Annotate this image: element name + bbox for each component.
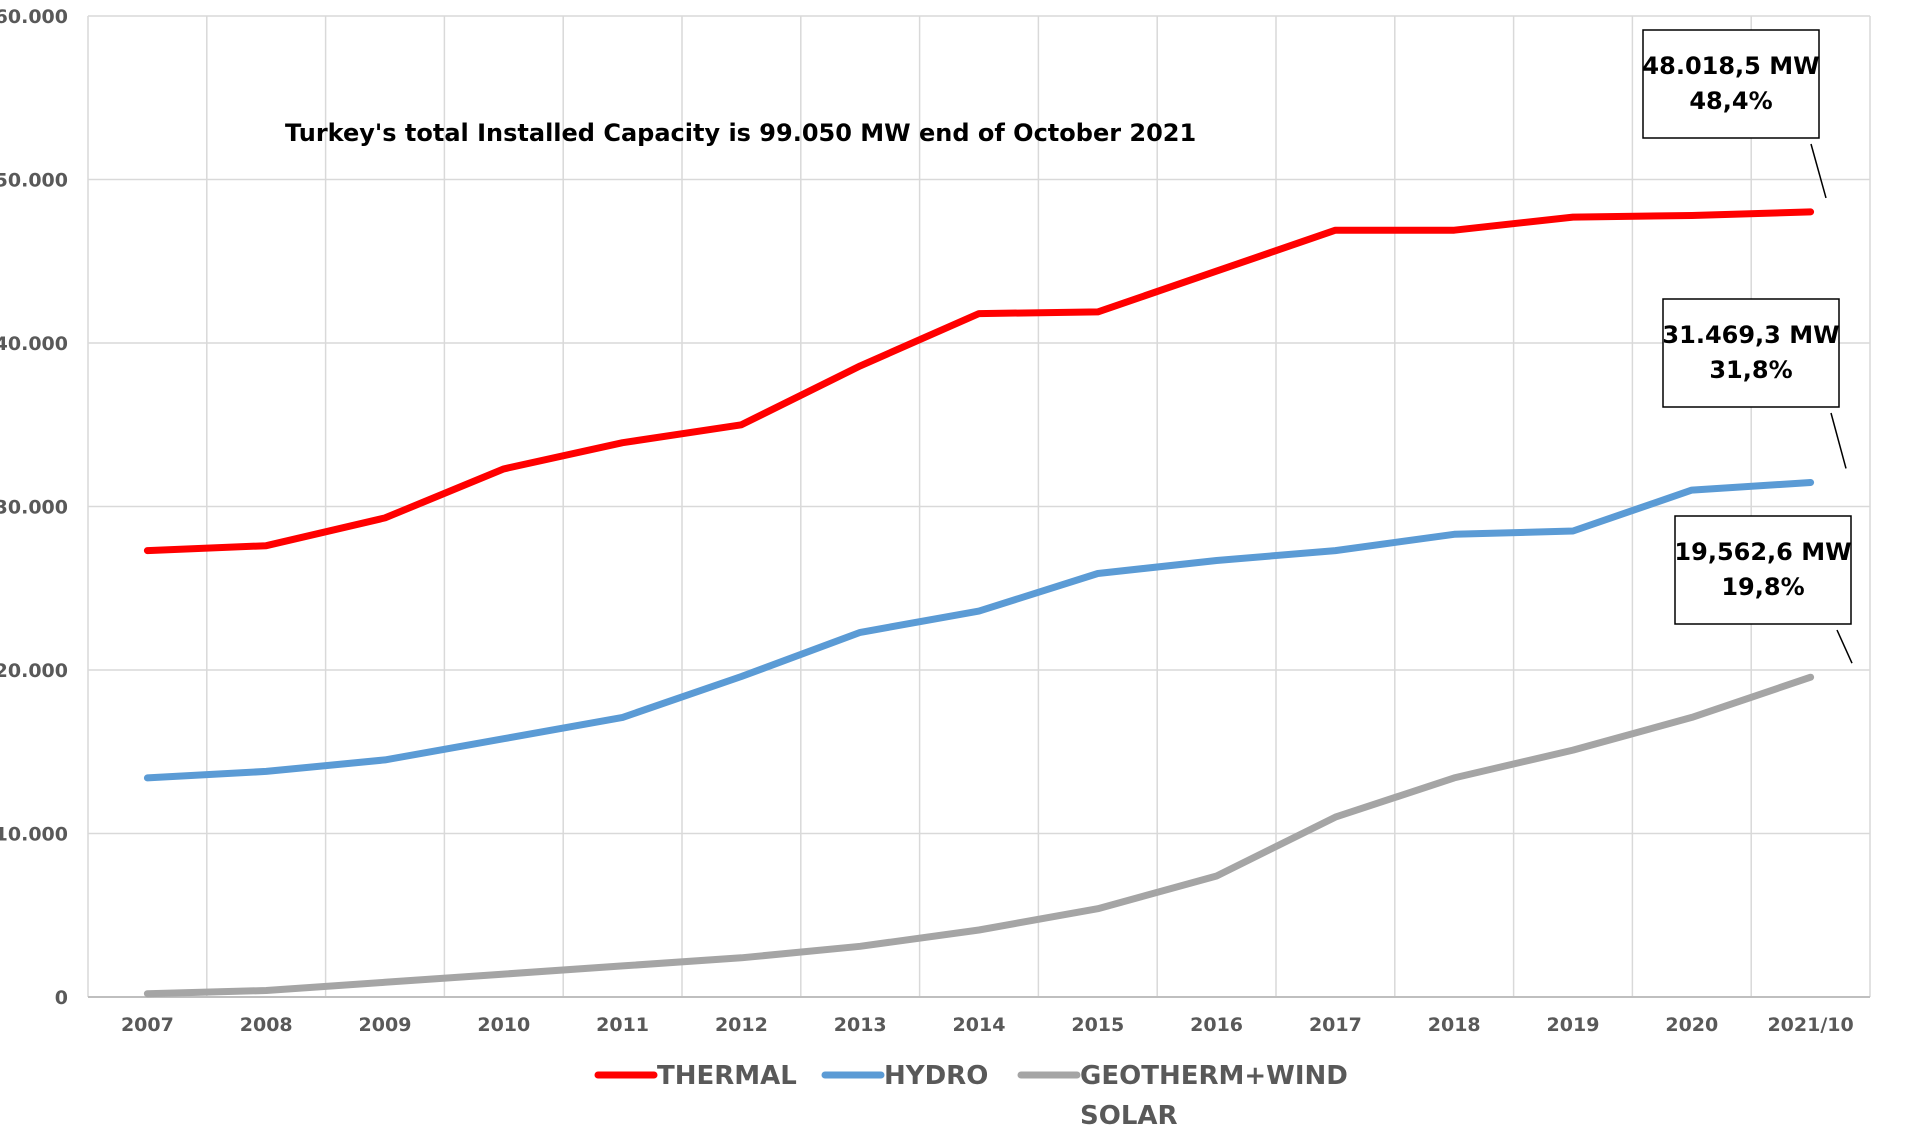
x-tick-label: 2015	[1071, 1014, 1124, 1036]
x-tick-label: 2009	[359, 1014, 412, 1036]
x-tick-label: 2012	[715, 1014, 768, 1036]
y-tick-label: 40.000	[0, 333, 68, 355]
x-tick-label: 2019	[1547, 1014, 1600, 1036]
callout-leader-line	[1836, 629, 1853, 664]
x-tick-label: 2018	[1428, 1014, 1481, 1036]
callout-value-label: 31.469,3 MW	[1662, 321, 1839, 349]
callout-value-label: 19,562,6 MW	[1674, 538, 1851, 566]
y-tick-label: 10.000	[0, 824, 68, 846]
legend-label-hydro: HYDRO	[884, 1061, 988, 1091]
y-tick-label: 60.000	[0, 6, 68, 28]
x-tick-label: 2017	[1309, 1014, 1362, 1036]
x-tick-label: 2010	[477, 1014, 530, 1036]
y-tick-label: 20.000	[0, 660, 68, 682]
y-tick-label: 50.000	[0, 170, 68, 192]
callout-box	[1662, 298, 1840, 408]
x-tick-label: 2013	[834, 1014, 887, 1036]
callout-value-label: 48.018,5 MW	[1642, 52, 1819, 80]
legend-label-geotherm-wind-solar: SOLAR	[1080, 1101, 1178, 1131]
callout-percent-label: 48,4%	[1689, 87, 1772, 115]
callout-leader-line	[1810, 143, 1827, 199]
callout-percent-label: 31,8%	[1709, 356, 1792, 384]
y-tick-label: 30.000	[0, 497, 68, 519]
x-tick-label: 2016	[1190, 1014, 1243, 1036]
callout-box	[1642, 29, 1820, 139]
series-line-geotherm-wind-solar	[143, 673, 1815, 998]
series-line-hydro	[143, 479, 1815, 782]
x-tick-label: 2011	[596, 1014, 649, 1036]
legend-label-geotherm-wind-solar: GEOTHERM+WIND	[1080, 1061, 1348, 1091]
y-tick-label: 0	[55, 987, 68, 1009]
x-tick-label: 2014	[953, 1014, 1006, 1036]
x-tick-label: 2020	[1665, 1014, 1718, 1036]
series-line-thermal	[143, 208, 1815, 555]
x-tick-label: 2007	[121, 1014, 174, 1036]
callout-leader-line	[1830, 412, 1847, 469]
x-tick-label: 2021/10	[1767, 1014, 1853, 1036]
callout-box	[1674, 515, 1852, 625]
callout-percent-label: 19,8%	[1721, 573, 1804, 601]
legend-label-thermal: THERMAL	[657, 1061, 797, 1091]
x-tick-label: 2008	[240, 1014, 293, 1036]
chart-annotation: Turkey's total Installed Capacity is 99.…	[285, 119, 1196, 147]
